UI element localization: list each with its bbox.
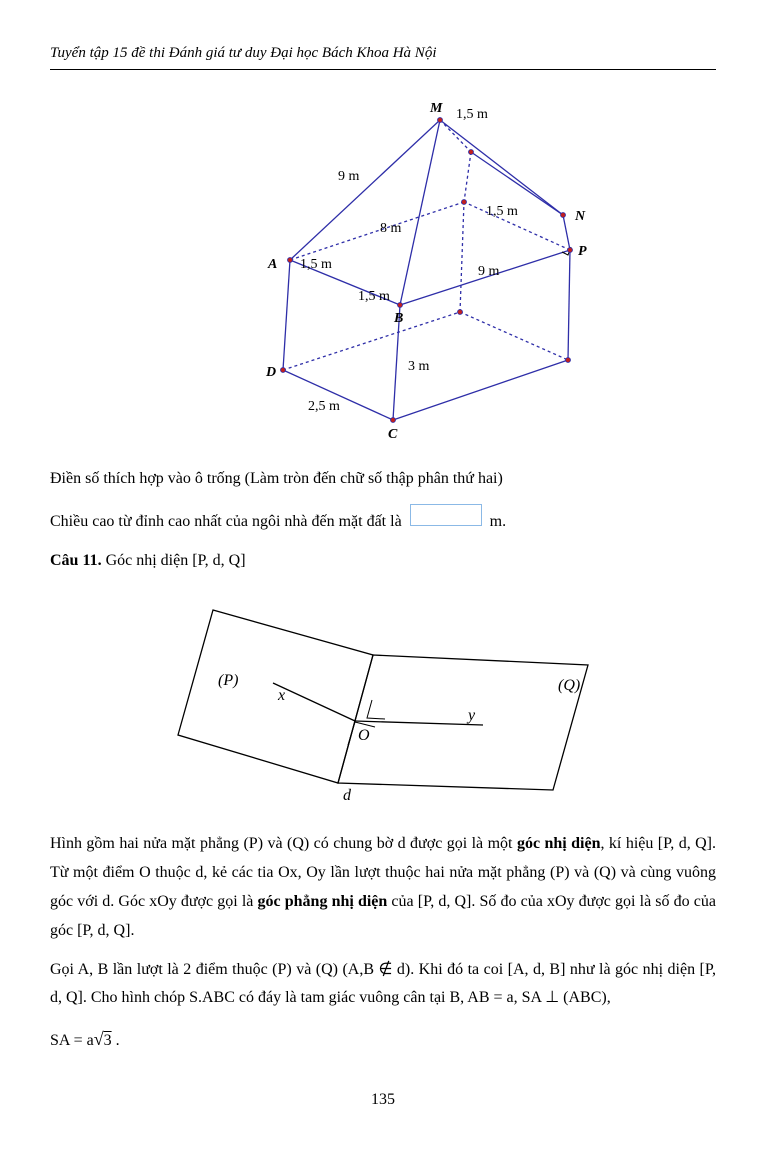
p1-a: Hình gồm hai nửa mặt phẳng (P) và (Q) có… — [50, 835, 517, 852]
paragraph-1: Hình gồm hai nửa mặt phẳng (P) và (Q) có… — [50, 830, 716, 945]
page-header: Tuyển tập 15 đề thi Đánh giá tư duy Đại … — [50, 40, 716, 70]
cau11-title: Góc nhị diện [P, d, Q] — [102, 552, 246, 569]
label-D: D — [265, 365, 276, 380]
p3-before: SA = a — [50, 1032, 94, 1049]
label-9b: 9 m — [478, 264, 500, 279]
label-M: M — [429, 101, 443, 116]
label-C: C — [388, 427, 398, 440]
paragraph-3: SA = a√3 . — [50, 1023, 716, 1056]
p3-after: . — [112, 1032, 120, 1049]
p1-bold1: góc nhị diện — [517, 835, 601, 852]
label-N: N — [574, 209, 586, 224]
fill-instruction: Điền số thích hợp vào ô trống (Làm tròn … — [50, 465, 716, 494]
label-P: P — [578, 244, 587, 259]
p1-bold2: góc phẳng nhị diện — [258, 893, 388, 910]
q-text-after: m. — [490, 513, 506, 530]
label-O: O — [358, 727, 370, 744]
label-25: 2,5 m — [308, 399, 340, 414]
label-15a: 1,5 m — [456, 107, 488, 122]
label-P-plane: (P) — [218, 672, 238, 689]
dihedral-diagram: (P) (Q) x y O d — [158, 585, 608, 805]
page-number: 135 — [50, 1086, 716, 1115]
label-d: d — [343, 787, 352, 804]
label-15d: 1,5 m — [358, 289, 390, 304]
label-y: y — [466, 707, 476, 724]
label-B: B — [393, 311, 403, 326]
label-A: A — [267, 257, 277, 272]
answer-input-box[interactable] — [410, 504, 482, 526]
height-question: Chiều cao từ đỉnh cao nhất của ngôi nhà … — [50, 504, 716, 537]
label-9a: 9 m — [338, 169, 360, 184]
label-15c: 1,5 m — [300, 257, 332, 272]
label-8: 8 m — [380, 221, 402, 236]
label-Q-plane: (Q) — [558, 677, 580, 694]
cau11-label: Câu 11. — [50, 552, 102, 569]
label-x: x — [277, 687, 285, 704]
cau11-heading: Câu 11. Góc nhị diện [P, d, Q] — [50, 547, 716, 576]
label-15b: 1,5 m — [486, 204, 518, 219]
q-text-before: Chiều cao từ đỉnh cao nhất của ngôi nhà … — [50, 513, 402, 530]
label-3: 3 m — [408, 359, 430, 374]
paragraph-2: Gọi A, B lần lượt là 2 điểm thuộc (P) và… — [50, 956, 716, 1014]
p3-sqrt: 3 — [104, 1032, 112, 1049]
house-diagram: M N A B P D C 1,5 m 9 m 8 m 1,5 m 1,5 m … — [168, 90, 598, 440]
